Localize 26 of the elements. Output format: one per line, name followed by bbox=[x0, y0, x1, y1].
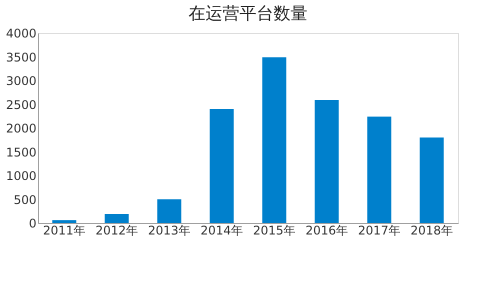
x-tick-label: 2013年 bbox=[148, 224, 191, 238]
x-tick-label: 2015年 bbox=[252, 224, 296, 238]
y-tick-label: 4000 bbox=[6, 26, 36, 40]
bar bbox=[420, 138, 444, 223]
y-tick-label: 1500 bbox=[6, 145, 36, 160]
y-tick-label: 2000 bbox=[6, 122, 36, 136]
x-tick-label: 2017年 bbox=[358, 224, 401, 238]
y-tick-label: 1000 bbox=[6, 169, 36, 183]
x-tick-label: 2011年 bbox=[42, 224, 86, 238]
y-tick-label: 3000 bbox=[6, 74, 36, 88]
bar bbox=[210, 109, 234, 223]
x-tick-label: 2014年 bbox=[200, 224, 244, 238]
y-tick-label: 0 bbox=[28, 216, 36, 230]
y-tick-label: 2500 bbox=[6, 98, 36, 112]
bar bbox=[262, 57, 286, 223]
bar bbox=[52, 220, 76, 223]
x-tick-label: 2018年 bbox=[410, 224, 454, 238]
x-tick-label: 2012年 bbox=[95, 224, 138, 238]
y-tick-label: 500 bbox=[14, 192, 36, 207]
bar bbox=[104, 214, 129, 223]
bar bbox=[367, 116, 392, 223]
y-tick-label: 3500 bbox=[6, 50, 36, 64]
bar bbox=[157, 199, 182, 223]
x-tick-label: 2016年 bbox=[305, 224, 348, 238]
bar bbox=[314, 100, 339, 223]
chart-title: 在运营平台数量 bbox=[188, 4, 308, 24]
